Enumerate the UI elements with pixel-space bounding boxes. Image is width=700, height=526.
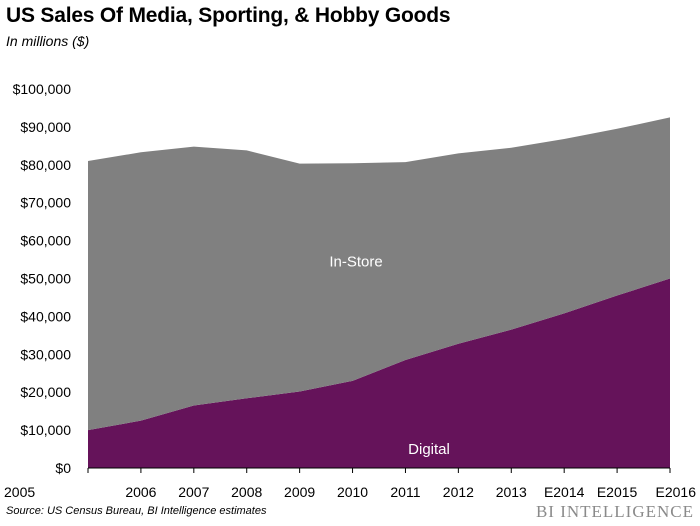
x-tick-label: 2008 [231, 484, 262, 500]
x-tick-label: 2010 [337, 484, 368, 500]
area-digital [88, 278, 670, 468]
x-axis: 2005 2006 2007 2008 2009 2010 2011 2012 2013 E201… [4, 467, 697, 500]
brand-logo: BI INTELLIGENCE [535, 502, 694, 521]
series-label-in-store: In-Store [329, 253, 382, 270]
x-tick-label: 2005 [4, 484, 35, 500]
x-tick-label: E2015 [597, 484, 638, 500]
y-tick-label: $90,000 [20, 119, 71, 135]
y-tick-label: $50,000 [20, 271, 71, 287]
y-tick-label: $60,000 [20, 233, 71, 249]
chart-areas [88, 117, 670, 468]
chart-title: US Sales Of Media, Sporting, & Hobby Goo… [6, 4, 451, 27]
x-tick-label: 2006 [125, 484, 156, 500]
y-tick-label: $40,000 [20, 308, 71, 324]
source-note: Source: US Census Bureau, BI Intelligenc… [6, 505, 267, 517]
y-tick-label: $100,000 [13, 81, 72, 97]
y-tick-label: $20,000 [20, 384, 71, 400]
y-tick-label: $10,000 [20, 422, 71, 438]
series-labels: Digital In-Store [329, 253, 450, 458]
y-tick-label: $80,000 [20, 157, 71, 173]
chart-subtitle: In millions ($) [6, 33, 90, 49]
series-label-digital: Digital [408, 441, 450, 458]
x-tick-label: 2007 [178, 484, 209, 500]
x-tick-label: E2016 [656, 484, 697, 500]
x-tick-label: 2013 [496, 484, 527, 500]
area-in-store [88, 117, 670, 431]
x-tick-label: E2014 [544, 484, 585, 500]
y-axis: $0 $10,000 $20,000 $30,000 $40,000 $50,000 $60… [13, 81, 72, 476]
x-tick-label: 2009 [284, 484, 315, 500]
x-tick-label: 2011 [390, 484, 420, 500]
y-tick-label: $70,000 [20, 195, 71, 211]
x-tick-label: 2012 [443, 484, 474, 500]
y-tick-label: $30,000 [20, 346, 71, 362]
y-tick-label: $0 [55, 460, 71, 476]
